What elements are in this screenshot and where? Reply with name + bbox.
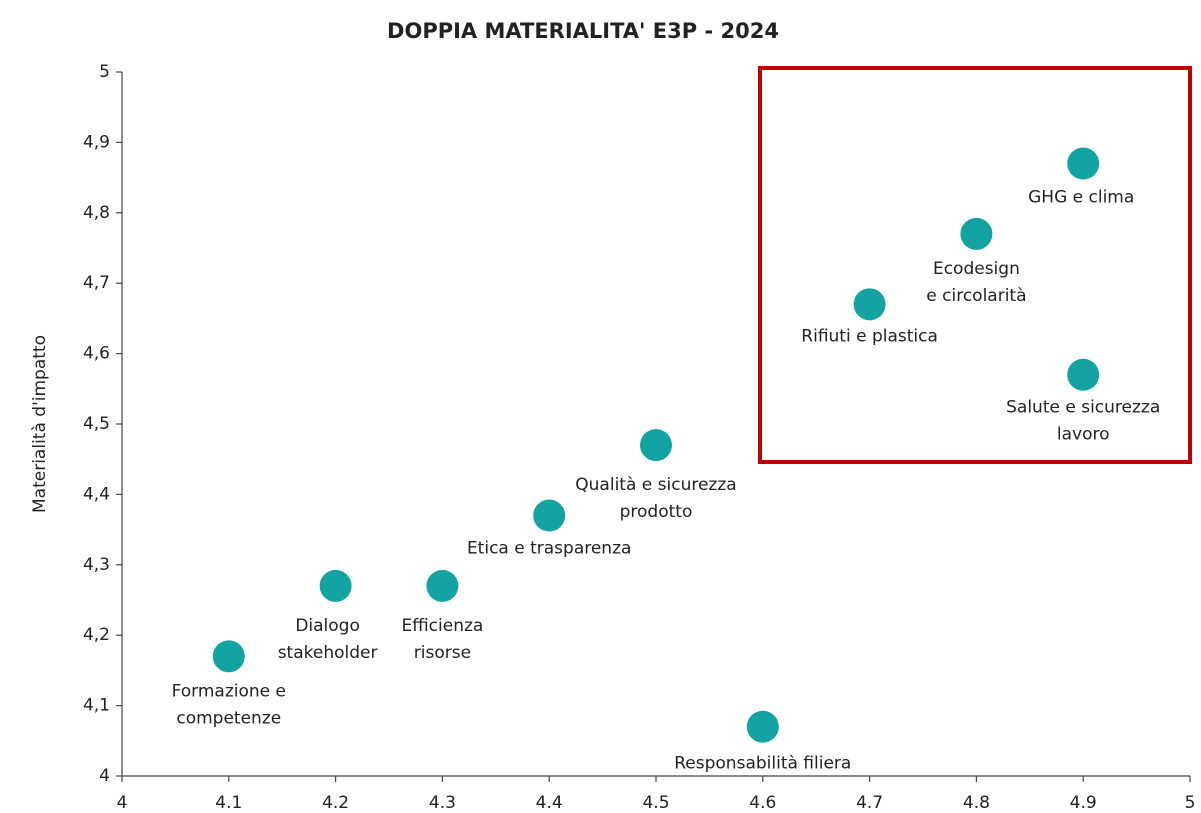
y-axis-label: Materialità d'impatto <box>30 335 50 513</box>
point-label: competenze <box>176 708 281 728</box>
x-tick-label: 4.2 <box>322 793 349 813</box>
point <box>212 640 245 673</box>
point <box>1067 147 1100 180</box>
point-label: Dialogo <box>295 616 360 636</box>
x-tick-label: 4.3 <box>429 793 456 813</box>
point <box>853 288 886 321</box>
x-tick-label: 4.8 <box>963 793 990 813</box>
point-label: Etica e trasparenza <box>467 539 632 559</box>
point <box>319 569 352 602</box>
x-tick-label: 4.4 <box>536 793 563 813</box>
point-label: Qualità e sicurezza <box>575 475 736 495</box>
y-tick-label: 4,7 <box>83 273 110 293</box>
y-tick-label: 4,2 <box>83 625 110 645</box>
y-tick-label: 4,4 <box>83 484 110 504</box>
y-tick-label: 4,6 <box>83 344 110 364</box>
y-tick-label: 4,9 <box>83 132 110 152</box>
x-tick-label: 4.6 <box>749 793 776 813</box>
y-tick-label: 4 <box>99 766 110 786</box>
point <box>960 217 993 250</box>
x-tick-label: 4.7 <box>856 793 883 813</box>
point-label: Salute e sicurezza <box>1006 398 1160 418</box>
point-label: Efficienza <box>401 616 483 636</box>
y-tick-label: 5 <box>99 62 110 82</box>
point-label: Rifiuti e plastica <box>801 326 938 346</box>
point-label: stakeholder <box>278 643 378 663</box>
x-tick-label: 5 <box>1185 793 1196 813</box>
point <box>1067 358 1100 391</box>
chart-title: DOPPIA MATERIALITA' E3P - 2024 <box>387 19 779 43</box>
point <box>746 710 779 743</box>
point <box>533 499 566 532</box>
point <box>640 429 672 462</box>
point-label: prodotto <box>620 502 693 522</box>
point-label: Formazione e <box>172 681 286 701</box>
point-label: Responsabilità filiera <box>674 754 851 774</box>
point-label: e circolarità <box>926 286 1026 306</box>
point-label: Ecodesign <box>933 259 1020 279</box>
point-label: lavoro <box>1057 425 1110 445</box>
highlight-box <box>758 66 1192 464</box>
point-label: GHG e clima <box>1028 188 1134 208</box>
y-tick-label: 4,8 <box>83 203 110 223</box>
y-tick-label: 4,5 <box>83 414 110 434</box>
x-tick-label: 4.9 <box>1070 793 1097 813</box>
point <box>426 569 459 602</box>
point-label: risorse <box>414 643 471 663</box>
y-tick-label: 4,3 <box>83 555 110 575</box>
x-tick-label: 4.5 <box>642 793 669 813</box>
x-tick-label: 4 <box>117 793 128 813</box>
y-tick-label: 4,1 <box>83 696 110 716</box>
x-tick-label: 4.1 <box>215 793 242 813</box>
